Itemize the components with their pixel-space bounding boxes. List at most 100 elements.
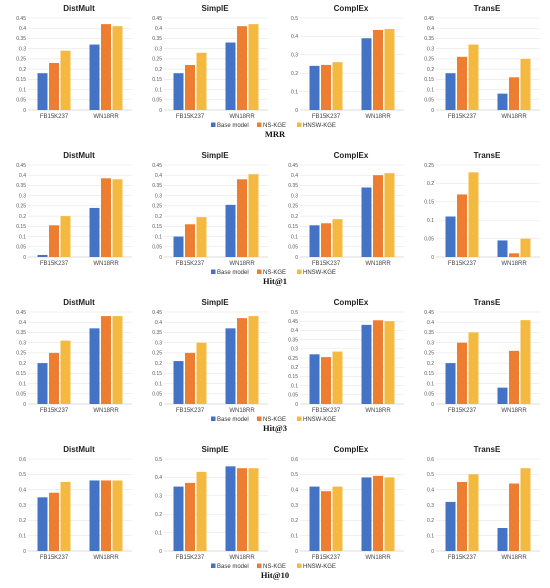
x-category-label: WN18RR: [501, 555, 527, 561]
y-tick-label: 0.1: [427, 533, 434, 539]
x-category-label: FB15K237: [448, 261, 477, 267]
y-tick-label: 0.2: [427, 67, 434, 73]
y-tick-label: 0.15: [16, 77, 26, 83]
x-category-label: FB15K237: [312, 114, 341, 120]
legend-label: HNSW-KGE: [303, 270, 336, 276]
bar-hnsw-kge-wn18rr: [520, 468, 531, 551]
legend-label: Base model: [217, 270, 249, 276]
legend-label: HNSW-KGE: [303, 417, 336, 423]
x-category-label: FB15K237: [40, 555, 69, 561]
bar-hnsw-kge-wn18rr: [112, 480, 123, 551]
y-tick-label: 0.4: [291, 173, 298, 179]
bar-base-model-wn18rr: [361, 477, 372, 551]
bar-base-model-fb15k237: [309, 65, 320, 110]
x-category-label: FB15K237: [40, 408, 69, 414]
bar-ns-kge-wn18rr: [101, 316, 111, 404]
y-tick-label: 0: [23, 549, 26, 555]
bar-ns-kge-wn18rr: [101, 480, 111, 551]
x-category-label: WN18RR: [229, 408, 255, 414]
bar-base-model-fb15k237: [445, 363, 456, 404]
bar-ns-kge-wn18rr: [373, 320, 383, 404]
chart-simple-mrr: SimplE 0 0.05 0.1 0.15 0.2 0.25 0.3 0.35 0.4 0.45 F…: [152, 4, 268, 120]
y-tick-label: 0.3: [155, 340, 162, 346]
y-tick-label: 0.3: [19, 503, 26, 509]
chart-title: TransE: [474, 445, 501, 454]
bar-hnsw-kge-fb15k237: [468, 474, 479, 551]
y-tick-label: 0.25: [16, 204, 26, 210]
y-tick-label: 0.05: [424, 98, 434, 104]
chart-complex-hit-at-1: ComplEx 0 0.05 0.1 0.15 0.2 0.25 0.3 0.35 0.4 0.45…: [288, 151, 404, 267]
y-tick-label: 0.4: [155, 475, 162, 481]
y-tick-label: 0: [431, 549, 434, 555]
y-tick-label: 0.4: [155, 320, 162, 326]
legend-swatch-hnsw-kge: [297, 416, 302, 421]
x-category-label: WN18RR: [501, 408, 527, 414]
y-tick-label: 0.25: [424, 351, 434, 357]
bar-ns-kge-fb15k237: [321, 357, 331, 404]
bar-hnsw-kge-fb15k237: [332, 219, 343, 257]
chart-simple-hit-at-3: SimplE 0 0.05 0.1 0.15 0.2 0.25 0.3 0.35 0.4 0.45 F…: [152, 298, 268, 414]
chart-title: SimplE: [201, 151, 229, 160]
y-tick-label: 0.1: [427, 381, 434, 387]
bar-base-model-wn18rr: [497, 240, 508, 257]
y-tick-label: 0.45: [16, 163, 26, 169]
chart-complex-mrr: ComplEx 0 0.1 0.2 0.3 0.4 0.5 FB15K237 WN18RR: [291, 4, 404, 120]
y-tick-label: 0.4: [291, 328, 298, 334]
y-tick-label: 0.35: [152, 330, 162, 336]
y-tick-label: 0.15: [424, 200, 434, 206]
bar-ns-kge-fb15k237: [457, 56, 467, 110]
x-category-label: WN18RR: [229, 555, 255, 561]
y-tick-label: 0.1: [19, 87, 26, 93]
x-category-label: WN18RR: [93, 408, 119, 414]
y-tick-label: 0.15: [16, 371, 26, 377]
y-tick-label: 0.3: [155, 193, 162, 199]
y-tick-label: 0.15: [152, 371, 162, 377]
y-tick-label: 0.25: [288, 356, 298, 362]
chart-title: TransE: [474, 4, 501, 13]
legend: Base model NS-KGE HNSW-KGE: [211, 122, 336, 129]
y-tick-label: 0.35: [16, 183, 26, 189]
bar-base-model-fb15k237: [37, 254, 48, 257]
y-tick-label: 0: [159, 108, 162, 114]
y-tick-label: 0.25: [16, 351, 26, 357]
y-tick-label: 0.05: [152, 245, 162, 251]
y-tick-label: 0.25: [152, 204, 162, 210]
y-tick-label: 0.2: [19, 518, 26, 524]
y-tick-label: 0.2: [19, 361, 26, 367]
bar-base-model-wn18rr: [361, 324, 372, 404]
chart-transe-hit-at-1: TransE 0 0.05 0.1 0.15 0.2 0.25 FB15K237 WN18RR: [424, 151, 540, 267]
y-tick-label: 0.2: [155, 67, 162, 73]
y-tick-label: 0.45: [16, 310, 26, 316]
bar-ns-kge-fb15k237: [457, 194, 467, 257]
legend-swatch-base-model: [211, 416, 216, 421]
y-tick-label: 0.35: [16, 36, 26, 42]
x-category-label: FB15K237: [312, 408, 341, 414]
bar-ns-kge-wn18rr: [237, 468, 247, 551]
y-tick-label: 0.3: [291, 503, 298, 509]
legend-label: HNSW-KGE: [303, 123, 336, 129]
y-tick-label: 0.4: [427, 26, 434, 32]
y-tick-label: 0.2: [291, 365, 298, 371]
x-category-label: FB15K237: [448, 408, 477, 414]
bar-base-model-fb15k237: [445, 216, 456, 257]
y-tick-label: 0: [295, 549, 298, 555]
y-tick-label: 0.4: [155, 173, 162, 179]
bar-base-model-wn18rr: [89, 480, 100, 551]
y-tick-label: 0.35: [424, 36, 434, 42]
bar-hnsw-kge-wn18rr: [520, 58, 531, 110]
y-tick-label: 0.1: [19, 234, 26, 240]
y-tick-label: 0.2: [427, 181, 434, 187]
x-category-label: WN18RR: [365, 261, 391, 267]
bar-ns-kge-fb15k237: [185, 65, 195, 110]
chart-title: ComplEx: [334, 151, 369, 160]
y-tick-label: 0.45: [152, 310, 162, 316]
x-category-label: FB15K237: [40, 261, 69, 267]
y-tick-label: 0.1: [291, 89, 298, 95]
chart-complex-hit-at-10: ComplEx 0 0.1 0.2 0.3 0.4 0.5 0.6 FB15K237 WN18RR: [291, 445, 404, 561]
row-hit-at-10: DistMult 0 0.1 0.2 0.3 0.4 0.5 0.6 FB15K237 WN18R…: [19, 445, 540, 580]
bar-hnsw-kge-wn18rr: [248, 24, 259, 111]
y-tick-label: 0.3: [19, 46, 26, 52]
x-category-label: WN18RR: [229, 114, 255, 120]
bar-base-model-fb15k237: [173, 73, 184, 110]
y-tick-label: 0.25: [152, 351, 162, 357]
